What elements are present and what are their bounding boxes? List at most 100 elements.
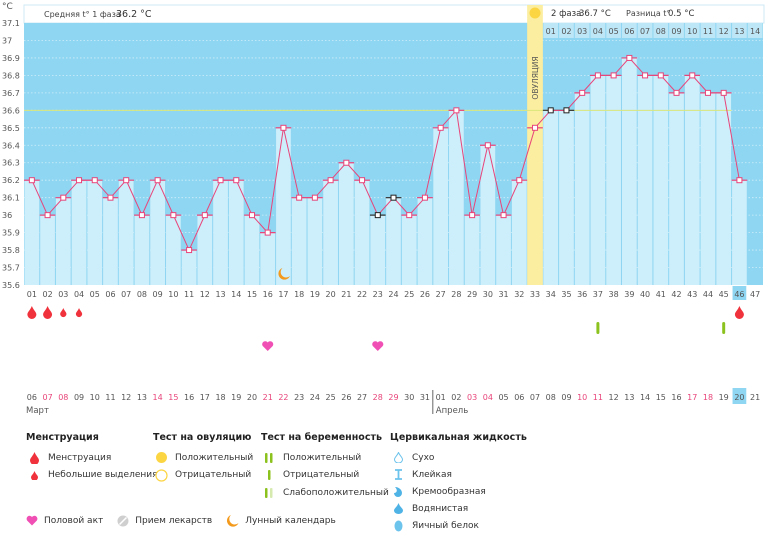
temperature-bar: [480, 145, 496, 285]
temperature-point: [720, 89, 727, 96]
temperature-bar: [276, 127, 291, 285]
calendar-date: 18: [215, 393, 225, 402]
legend-item: Клейкая: [412, 469, 452, 480]
cycle-day-label: 37: [593, 290, 603, 299]
calendar-date: 08: [58, 393, 68, 402]
calendar-date: 21: [750, 393, 760, 402]
post-ovulation-cell: [653, 23, 669, 38]
cycle-day-label: 14: [231, 290, 241, 299]
calendar-date: 26: [341, 393, 351, 402]
temperature-point: [563, 107, 570, 114]
temperature-bar: [417, 197, 433, 285]
calendar-date: 01: [436, 393, 446, 402]
calendar-date: 07: [42, 393, 52, 402]
temperature-point: [516, 177, 523, 184]
post-ovulation-day: 03: [577, 27, 587, 36]
calendar-date: 07: [530, 393, 540, 402]
calendar-date: 14: [153, 393, 163, 402]
phase2-label: 2 фаза: [551, 9, 581, 19]
calendar-date: 29: [388, 393, 398, 402]
post-ovulation-day: 07: [640, 27, 650, 36]
calendar-date: 09: [74, 393, 84, 402]
legend-title: Цервикальная жидкость: [390, 432, 527, 443]
cycle-day-label: 33: [530, 290, 540, 299]
y-tick-label: 36.2: [2, 176, 20, 185]
legend-item: Прием лекарств: [135, 515, 213, 526]
temperature-bar: [213, 180, 228, 285]
cycle-day-label: 24: [388, 290, 398, 299]
calendar-date: 13: [137, 393, 147, 402]
calendar-date: 28: [373, 393, 383, 402]
temperature-bar: [87, 180, 103, 285]
cycle-day-label: 35: [561, 290, 571, 299]
temperature-point: [76, 177, 83, 184]
temperature-point: [453, 107, 460, 114]
temperature-point: [390, 194, 397, 201]
phase1-value: 36.2 °C: [116, 9, 152, 20]
temperature-bar: [244, 215, 260, 285]
calendar-date: 08: [546, 393, 556, 402]
ovulation-label: ОВУЛЯЦИЯ: [531, 56, 540, 99]
phase1-label: Средняя t° 1 фаза: [44, 10, 121, 19]
y-tick-label: 35.7: [2, 264, 20, 273]
cycle-day-label: 28: [451, 290, 461, 299]
legend-item: Лунный календарь: [245, 515, 336, 526]
y-tick-label: 36.6: [2, 106, 20, 115]
temperature-point: [406, 212, 413, 219]
calendar-date: 14: [640, 393, 650, 402]
legend-pregnancy-test: Тест на беременность Положительный Отриц…: [261, 432, 389, 502]
cycle-day-label: 21: [341, 290, 351, 299]
post-ovulation-cell: [747, 23, 763, 38]
cycle-day-label: 18: [294, 290, 304, 299]
calendar-date: 19: [231, 393, 241, 402]
temperature-bar: [260, 232, 276, 285]
temperature-point: [610, 72, 617, 79]
cycle-day-label: 41: [656, 290, 666, 299]
cycle-day-label: 19: [310, 290, 320, 299]
temperature-point: [500, 212, 507, 219]
calendar-date: 18: [703, 393, 713, 402]
legend-menstruation: Менструация Менструация Небольшие выделе…: [26, 432, 158, 484]
cycle-day-label: 13: [215, 290, 225, 299]
cycle-day-label: 03: [58, 290, 68, 299]
temperature-point: [91, 177, 98, 184]
cycle-day-label: 46: [734, 290, 744, 299]
temperature-bar: [354, 180, 370, 285]
y-tick-label: 37: [2, 36, 12, 45]
double-stripe-icon: [261, 452, 277, 464]
y-tick-label: 35.6: [2, 281, 20, 290]
watery-drop-icon: [390, 503, 406, 514]
calendar-date: 12: [609, 393, 619, 402]
temperature-bar: [401, 215, 417, 285]
temperature-line: [31, 57, 740, 252]
calendar-date: 20: [734, 393, 744, 402]
faint-stripe-icon: [261, 487, 277, 499]
temperature-bar: [166, 215, 181, 285]
legend-title: Тест на овуляцию: [153, 432, 252, 443]
legend-other: Половой акт Прием лекарств Лунный календ…: [26, 514, 350, 527]
sticky-icon: [390, 469, 406, 480]
temperature-bar: [653, 75, 669, 286]
pregnancy-test-negative-icon: [722, 322, 726, 334]
temperature-point: [217, 177, 224, 184]
post-ovulation-day: 10: [687, 27, 697, 36]
pregnancy-test-negative-icon: [596, 322, 600, 334]
cycle-day-label: 17: [278, 290, 288, 299]
bbt-chart: °C Средняя t° 1 фаза 36.2 °C 2 фаза 36.7…: [2, 2, 765, 416]
cycle-day-label: 16: [263, 290, 273, 299]
y-tick-label: 37.1: [2, 19, 20, 28]
y-tick-label: 36.1: [2, 194, 20, 203]
post-ovulation-cell: [669, 23, 684, 38]
temperature-point: [60, 194, 67, 201]
temperature-bar: [134, 215, 150, 285]
post-ovulation-day: 05: [609, 27, 619, 36]
calendar-date: 11: [593, 393, 603, 402]
calendar-date: 30: [404, 393, 414, 402]
y-tick-label: 35.9: [2, 229, 20, 238]
calendar-date: 13: [624, 393, 634, 402]
calendar-date: 31: [420, 393, 430, 402]
temperature-point: [437, 124, 444, 131]
calendar-date: 03: [467, 393, 477, 402]
pill-icon: [117, 515, 129, 527]
temperature-point: [248, 212, 255, 219]
